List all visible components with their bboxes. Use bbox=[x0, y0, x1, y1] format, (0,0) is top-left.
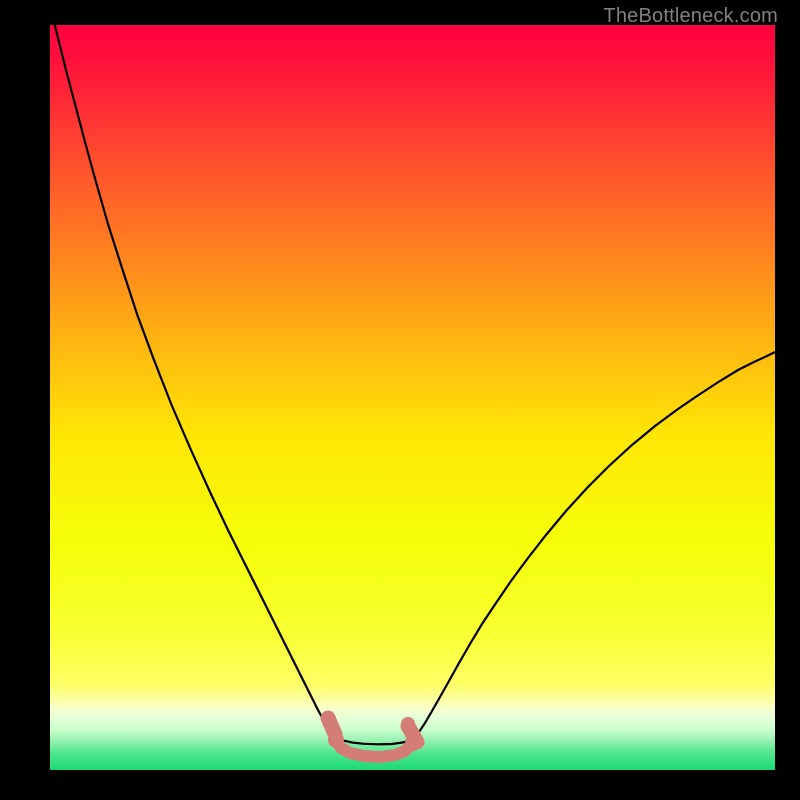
watermark-label: TheBottleneck.com bbox=[603, 5, 778, 27]
chart-frame bbox=[0, 0, 800, 800]
watermark-text: TheBottleneck.com bbox=[603, 5, 778, 28]
